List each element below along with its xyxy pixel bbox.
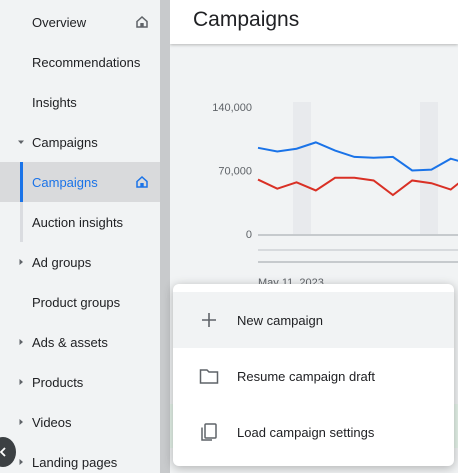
sidebar-item-label: Auction insights — [32, 214, 124, 230]
caret-right-icon[interactable] — [17, 418, 25, 426]
sidebar-item-campaigns-group[interactable]: Campaigns — [0, 122, 160, 162]
sidebar-item-product-groups[interactable]: Product groups — [0, 282, 160, 322]
sidebar-item-label: Insights — [32, 94, 77, 110]
sidebar-item-label: Campaigns — [32, 134, 98, 150]
home-icon — [136, 175, 148, 188]
menu-item-resume-draft[interactable]: Resume campaign draft — [173, 348, 454, 404]
caret-right-icon[interactable] — [17, 458, 25, 466]
caret-down-icon[interactable] — [17, 138, 25, 146]
sidebar-item-label: Ads & assets — [32, 334, 108, 350]
series-line-1 — [257, 176, 458, 197]
y-tick-label: 140,000 — [212, 102, 252, 114]
y-tick-label: 0 — [246, 229, 252, 241]
caret-right-icon[interactable] — [17, 338, 25, 346]
menu-item-label: Resume campaign draft — [237, 368, 376, 384]
menu-item-label: Load campaign settings — [237, 424, 375, 440]
sidebar-item-ad-groups[interactable]: Ad groups — [0, 242, 160, 282]
sidebar-item-ads-assets[interactable]: Ads & assets — [0, 322, 160, 362]
chevron-left-icon — [0, 447, 6, 457]
series-line-0 — [257, 141, 458, 172]
sidebar-item-label: Recommendations — [32, 54, 141, 70]
copy-icon — [201, 423, 217, 441]
caret-right-icon[interactable] — [17, 378, 25, 386]
collapse-sidebar-button[interactable] — [0, 437, 16, 467]
sidebar-item-label: Campaigns — [32, 174, 98, 190]
sidebar-item-label: Overview — [32, 14, 87, 30]
weekend-band — [293, 102, 311, 234]
sidebar-scrollbar[interactable] — [160, 0, 170, 473]
sidebar-item-insights[interactable]: Insights — [0, 82, 160, 122]
sidebar-item-products[interactable]: Products — [0, 362, 160, 402]
plus-icon — [202, 313, 216, 327]
sidebar-nav: Overview Recommendations Insights Campai… — [0, 0, 160, 473]
menu-item-load-settings[interactable]: Load campaign settings — [173, 404, 454, 460]
folder-icon — [199, 369, 219, 384]
sidebar-item-auction-insights[interactable]: Auction insights — [0, 202, 160, 242]
menu-item-new-campaign[interactable]: New campaign — [173, 292, 454, 348]
y-tick-label: 70,000 — [218, 166, 252, 178]
caret-right-icon[interactable] — [17, 258, 25, 266]
sidebar-item-label: Product groups — [32, 294, 121, 310]
sidebar-item-overview[interactable]: Overview — [0, 2, 160, 42]
sidebar-item-campaigns[interactable]: Campaigns — [0, 162, 160, 202]
sidebar-item-label: Products — [32, 374, 84, 390]
sidebar-item-videos[interactable]: Videos — [0, 402, 160, 442]
weekend-band — [420, 102, 438, 234]
page-header: Campaigns — [170, 0, 458, 44]
menu-item-label: New campaign — [237, 312, 323, 328]
new-campaign-menu: New campaign Resume campaign draft Load … — [173, 284, 454, 466]
home-icon — [136, 15, 148, 28]
sidebar-item-label: Ad groups — [32, 254, 92, 270]
sidebar-item-label: Videos — [32, 414, 72, 430]
sidebar-item-landing-pages[interactable]: Landing pages — [0, 442, 160, 473]
page-title: Campaigns — [193, 8, 300, 31]
sidebar-item-recommendations[interactable]: Recommendations — [0, 42, 160, 82]
sidebar-item-label: Landing pages — [32, 454, 118, 470]
